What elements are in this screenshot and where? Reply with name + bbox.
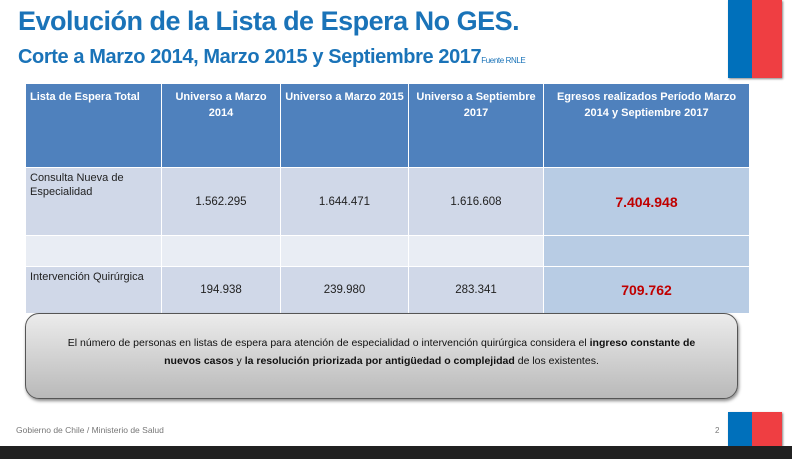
cell-value: 194.938	[161, 266, 281, 314]
callout-text: y	[233, 355, 245, 367]
header-cell: Universo a Marzo 2015	[280, 83, 409, 168]
empty-cell	[408, 235, 544, 267]
header-cell: Universo a Marzo 2014	[161, 83, 281, 168]
callout-bold: la resolución priorizada por antigüedad …	[244, 355, 515, 367]
table-row-empty	[25, 235, 750, 267]
cell-value: 283.341	[408, 266, 544, 314]
table-row: Intervención Quirúrgica 194.938 239.980 …	[25, 266, 750, 314]
waiting-list-table: Lista de Espera Total Universo a Marzo 2…	[25, 83, 750, 314]
header-cell: Egresos realizados Período Marzo 2014 y …	[543, 83, 750, 168]
row-label: Intervención Quirúrgica	[25, 266, 162, 314]
cell-value: 239.980	[280, 266, 409, 314]
subtitle-text: Corte a Marzo 2014, Marzo 2015 y Septiem…	[18, 46, 482, 68]
callout-box: El número de personas en listas de esper…	[25, 313, 738, 399]
callout-text: El número de personas en listas de esper…	[67, 337, 590, 349]
page-title: Evolución de la Lista de Espera No GES.	[18, 6, 520, 36]
page-subtitle: Corte a Marzo 2014, Marzo 2015 y Septiem…	[18, 46, 526, 69]
header-cell: Universo a Septiembre 2017	[408, 83, 544, 168]
empty-cell	[161, 235, 281, 267]
bottom-bar	[0, 446, 792, 459]
cell-value: 1.562.295	[161, 167, 281, 236]
egresos-value: 709.762	[543, 266, 750, 314]
table-header-row: Lista de Espera Total Universo a Marzo 2…	[25, 83, 750, 168]
footer-text: Gobierno de Chile / Ministerio de Salud	[16, 425, 164, 435]
row-label: Consulta Nueva de Especialidad	[25, 167, 162, 236]
empty-cell	[280, 235, 409, 267]
header-cell: Lista de Espera Total	[25, 83, 162, 168]
cell-value: 1.644.471	[280, 167, 409, 236]
callout-bold: ingreso constante de nuevos casos	[164, 337, 696, 367]
source-note: Fuente RNLE	[481, 56, 526, 65]
page-number: 2	[715, 426, 720, 435]
egresos-value: 7.404.948	[543, 167, 750, 236]
empty-cell	[543, 235, 750, 267]
chile-flag-logo	[728, 0, 782, 78]
cell-value: 1.616.608	[408, 167, 544, 236]
chile-flag-footer-logo	[728, 412, 782, 446]
callout-text: de los existentes.	[514, 355, 599, 367]
empty-cell	[25, 235, 162, 267]
table-row: Consulta Nueva de Especialidad 1.562.295…	[25, 167, 750, 236]
